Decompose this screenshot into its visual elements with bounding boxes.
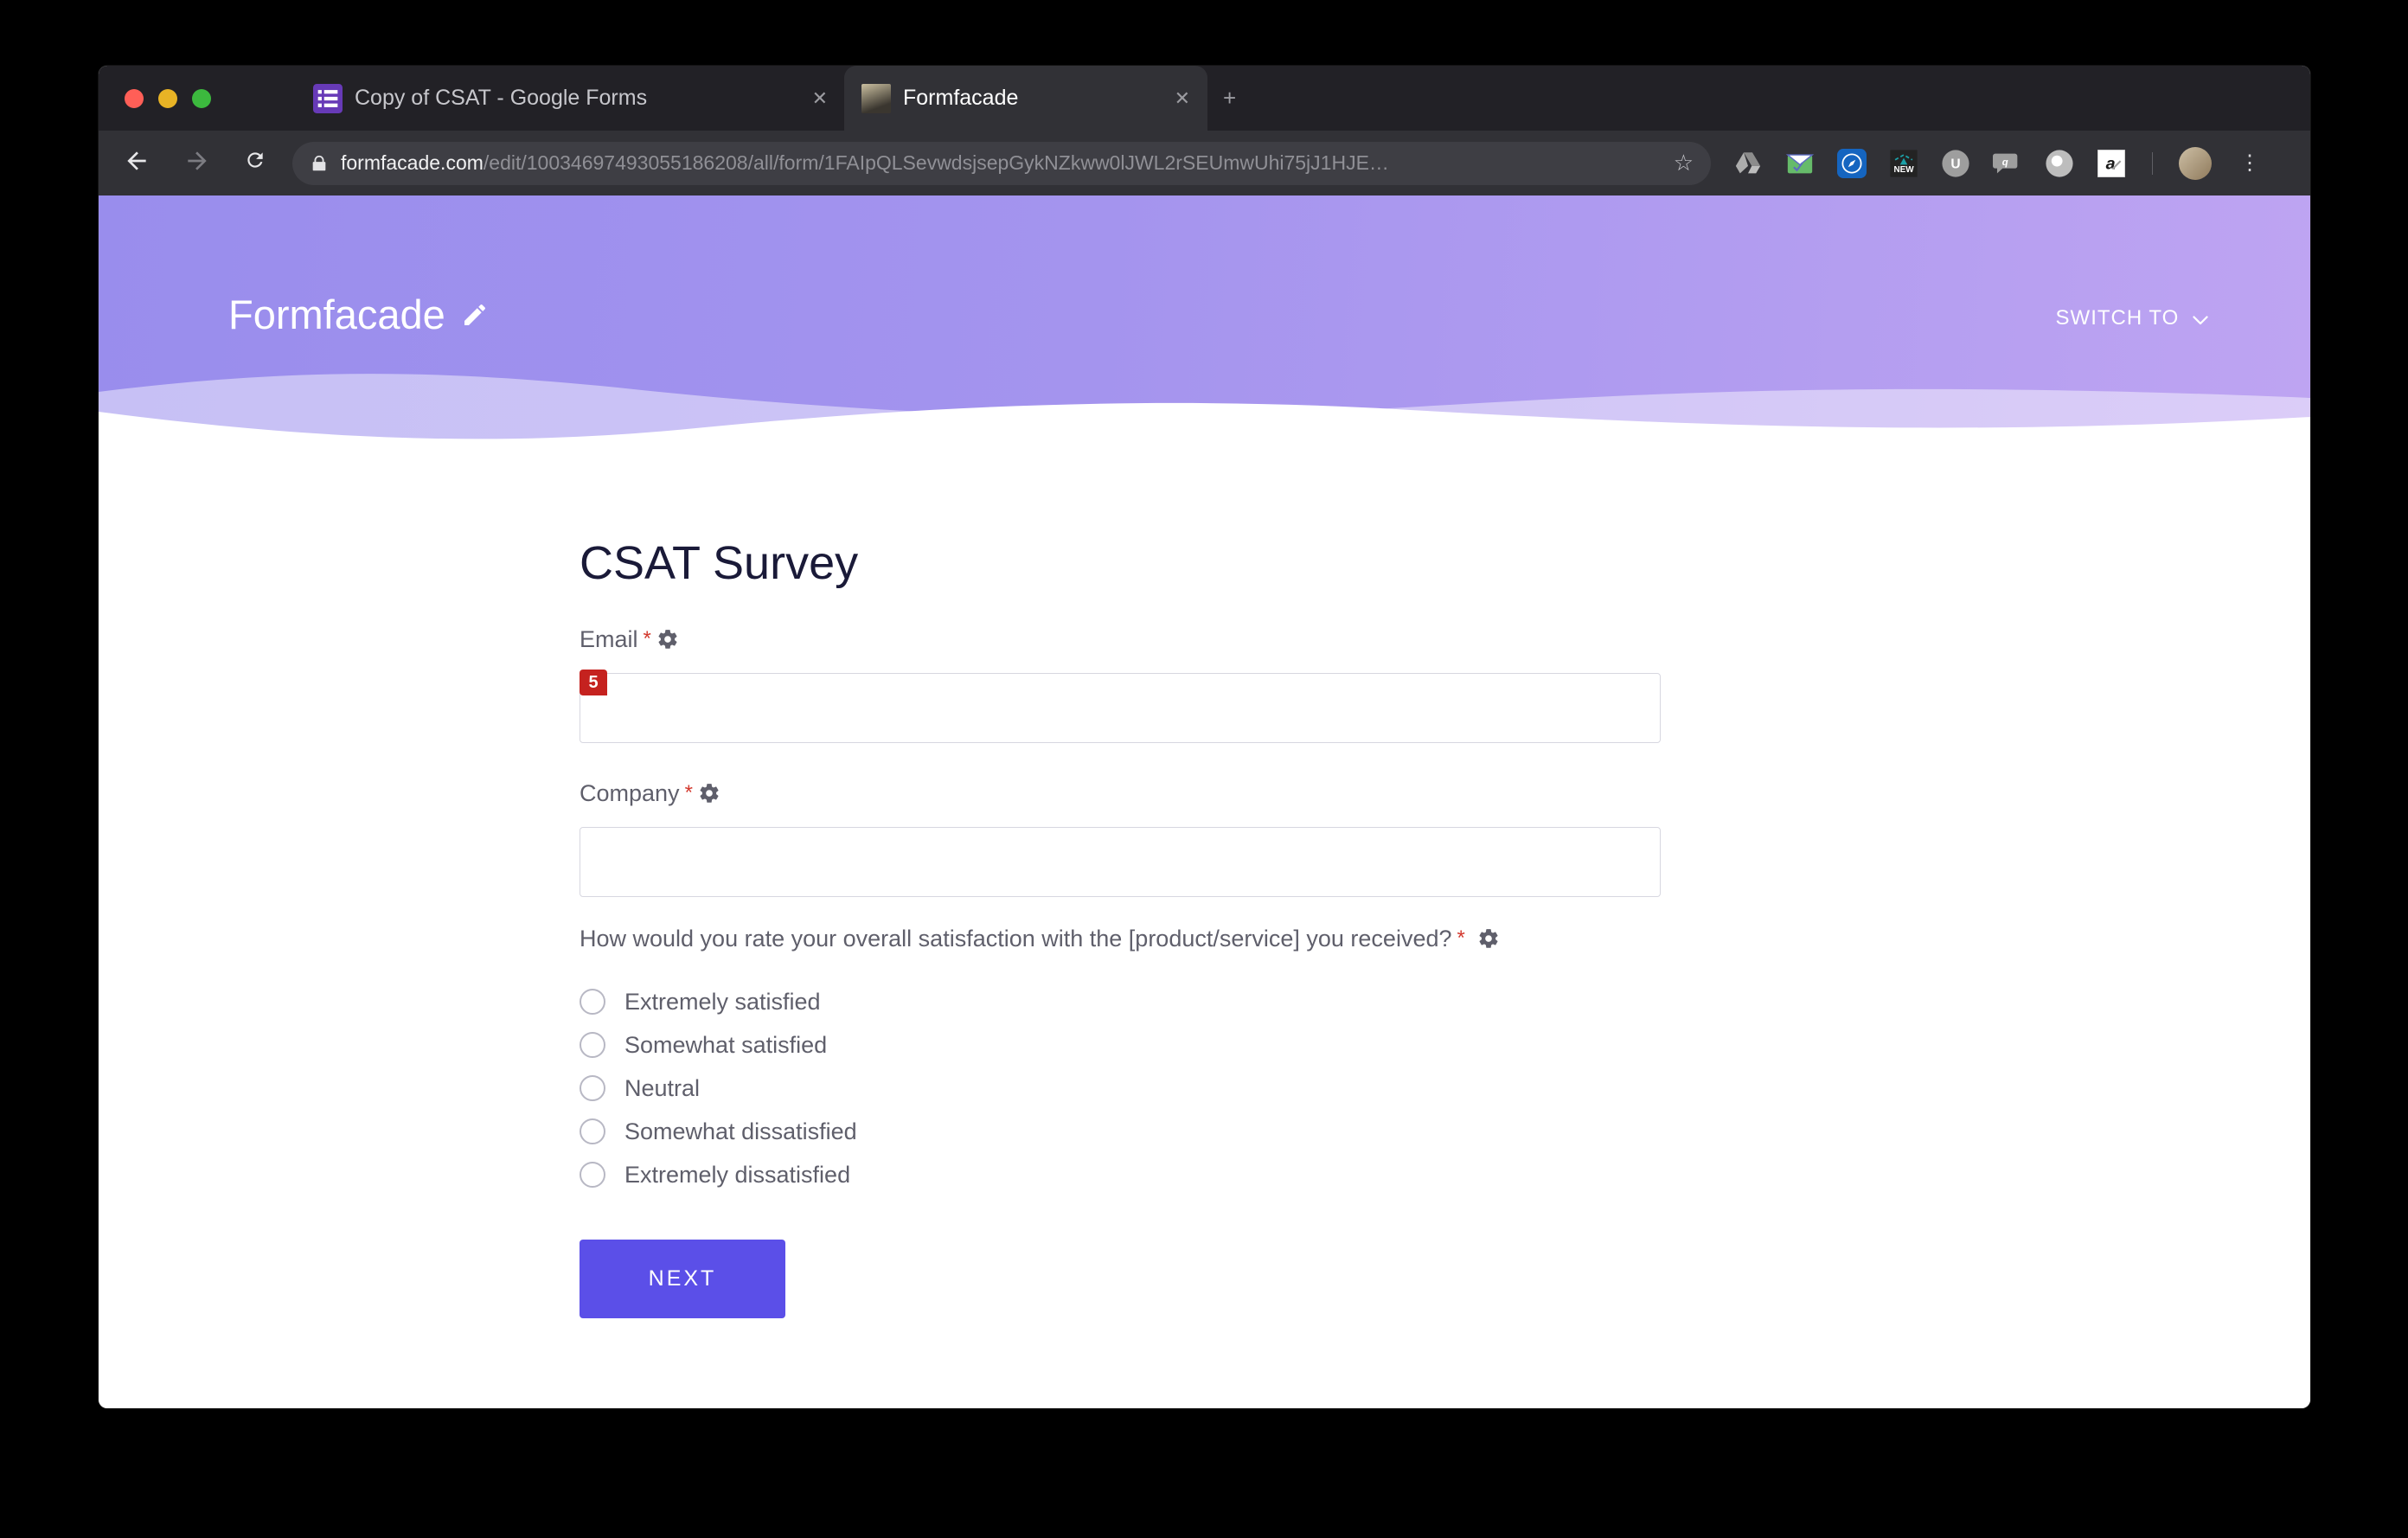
svg-text:q: q — [2002, 157, 2008, 168]
svg-text:NEW: NEW — [1893, 164, 1914, 174]
svg-text:U: U — [1950, 157, 1960, 171]
svg-text:a: a — [2106, 154, 2116, 173]
